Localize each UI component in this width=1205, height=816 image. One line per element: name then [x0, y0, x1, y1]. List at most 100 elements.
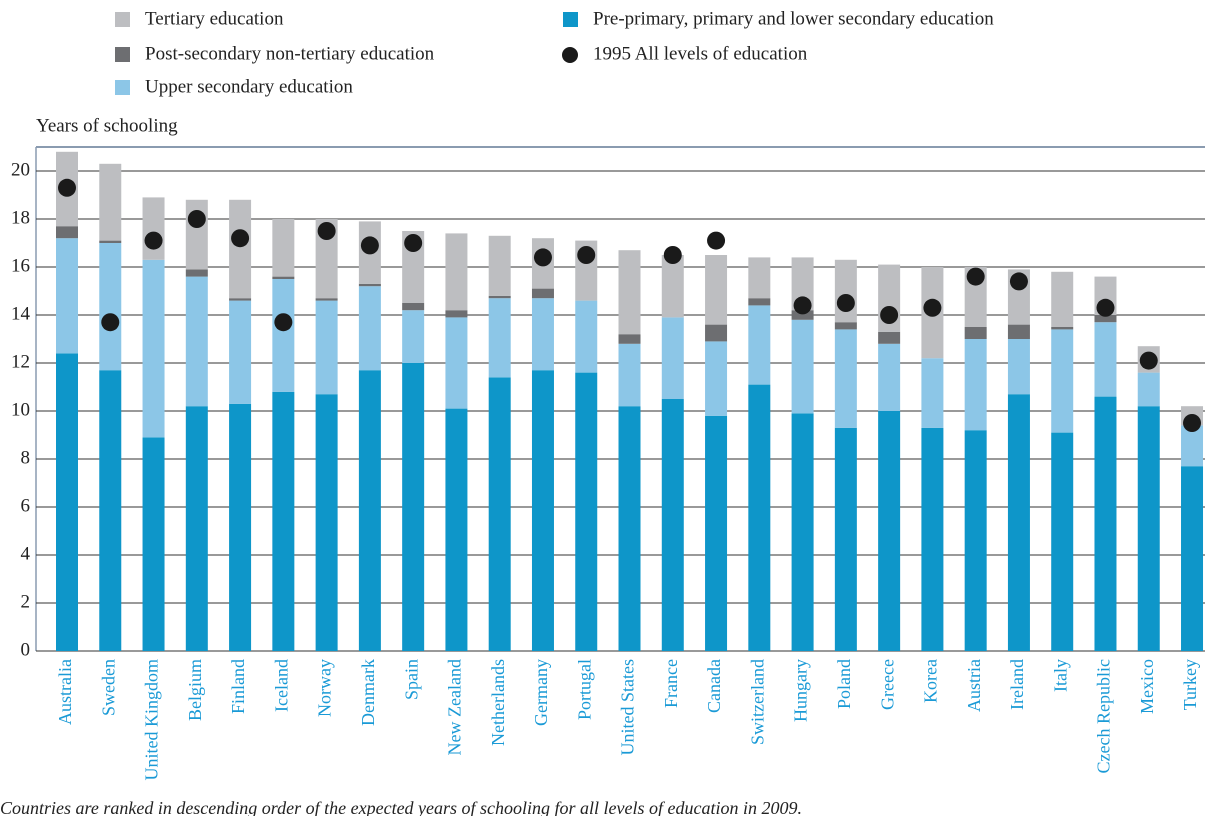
x-tick-label: United Kingdom	[142, 659, 162, 781]
bar-segment	[488, 377, 511, 651]
bar-segment	[315, 394, 338, 651]
bar-segment	[1094, 315, 1117, 323]
bar-segment	[402, 310, 425, 363]
bar-segment	[661, 399, 684, 651]
bar-segment	[1007, 394, 1030, 651]
bar-segment	[402, 303, 425, 311]
bar-segment	[445, 408, 468, 651]
bar-segment	[272, 279, 295, 392]
bar-segment	[229, 300, 252, 404]
legend-dot	[562, 47, 578, 63]
bar-segment	[315, 300, 338, 395]
bar-segment	[705, 255, 728, 325]
bar-segment	[834, 427, 857, 651]
bar-segment	[99, 243, 122, 371]
bar-segment	[1051, 327, 1074, 330]
bar-segment	[488, 235, 511, 296]
x-tick-label: Portugal	[574, 659, 594, 720]
x-tick-label: Austria	[964, 659, 984, 712]
bar-segment	[705, 324, 728, 342]
y-tick-label: 2	[21, 591, 31, 612]
bar-segment	[1051, 329, 1074, 433]
bar-segment	[229, 403, 252, 651]
y-tick-label: 4	[21, 543, 31, 564]
dot-1995	[1096, 298, 1115, 317]
bar-segment	[1137, 406, 1160, 651]
bar-segment	[791, 257, 814, 311]
bar-segment	[185, 406, 208, 651]
bar-segment	[531, 370, 554, 651]
dot-1995	[187, 210, 206, 228]
dot-1995	[360, 236, 379, 255]
x-tick-label: Iceland	[271, 659, 291, 712]
x-tick-label: Korea	[921, 659, 941, 703]
bar-segment	[1007, 324, 1030, 339]
dot-1995	[58, 178, 76, 197]
legend-label: Post-secondary non-tertiary education	[145, 43, 435, 64]
dot-1995	[966, 267, 985, 286]
bar-segment	[272, 391, 295, 651]
dot-1995	[1009, 272, 1028, 291]
x-tick-label: United States	[618, 659, 638, 756]
bar-segment	[1137, 372, 1160, 407]
bar-segment	[748, 384, 771, 651]
bar-segment	[1181, 466, 1204, 651]
y-tick-label: 6	[21, 495, 31, 516]
legend-swatch	[115, 12, 130, 27]
y-tick-label: 8	[21, 447, 31, 468]
bar-segment	[834, 322, 857, 330]
bar-segment	[185, 269, 208, 277]
y-tick-label: 12	[11, 351, 30, 372]
bar-segment	[445, 317, 468, 409]
bar-segment	[185, 276, 208, 407]
bar-segment	[445, 233, 468, 311]
bar-segment	[1181, 425, 1204, 467]
x-tick-label: Mexico	[1137, 659, 1157, 714]
bar-segment	[272, 219, 295, 277]
bar-segment	[834, 259, 857, 323]
bar-segment	[488, 298, 511, 378]
y-tick-label: 16	[11, 255, 30, 276]
x-tick-label: Poland	[834, 659, 854, 709]
bar-segment	[748, 257, 771, 299]
bar-segment	[748, 305, 771, 385]
legend-swatch	[115, 80, 130, 95]
x-tick-label: New Zealand	[445, 659, 465, 755]
dot-1995	[144, 231, 163, 250]
legend-swatch	[115, 47, 130, 62]
bar-segment	[99, 163, 122, 241]
dot-1995	[793, 296, 812, 315]
x-tick-label: Sweden	[98, 659, 118, 716]
y-tick-label: 14	[11, 303, 31, 324]
x-tick-label: Hungary	[791, 659, 811, 722]
x-tick-label: Ireland	[1007, 659, 1027, 710]
bar-segment	[358, 286, 381, 371]
bar-segment	[358, 283, 381, 287]
y-axis-label: Years of schooling	[36, 115, 178, 136]
dot-1995	[231, 229, 250, 248]
bar-segment	[1094, 322, 1117, 397]
x-tick-label: Germany	[531, 659, 551, 726]
bar-segment	[618, 334, 641, 344]
bar-segment	[142, 197, 165, 260]
footnote: Countries are ranked in descending order…	[0, 798, 802, 816]
bar-segment	[748, 298, 771, 306]
dot-1995	[707, 231, 726, 250]
x-tick-label: Belgium	[185, 659, 205, 721]
bar-segment	[791, 413, 814, 651]
bar-segment	[1007, 339, 1030, 395]
bar-segment	[142, 437, 165, 651]
bar-segment	[531, 298, 554, 371]
x-tick-label: Norway	[315, 659, 335, 717]
bar-segment	[921, 427, 944, 651]
bar-segment	[878, 331, 901, 344]
bar-segment	[315, 219, 338, 299]
bar-segment	[488, 295, 511, 299]
dot-1995	[317, 222, 336, 240]
bar-segment	[661, 317, 684, 399]
y-tick-label: 18	[11, 207, 30, 228]
x-tick-label: Turkey	[1180, 659, 1200, 710]
dot-1995	[101, 313, 120, 332]
bar-segment	[56, 226, 78, 239]
y-tick-label: 20	[11, 159, 30, 180]
